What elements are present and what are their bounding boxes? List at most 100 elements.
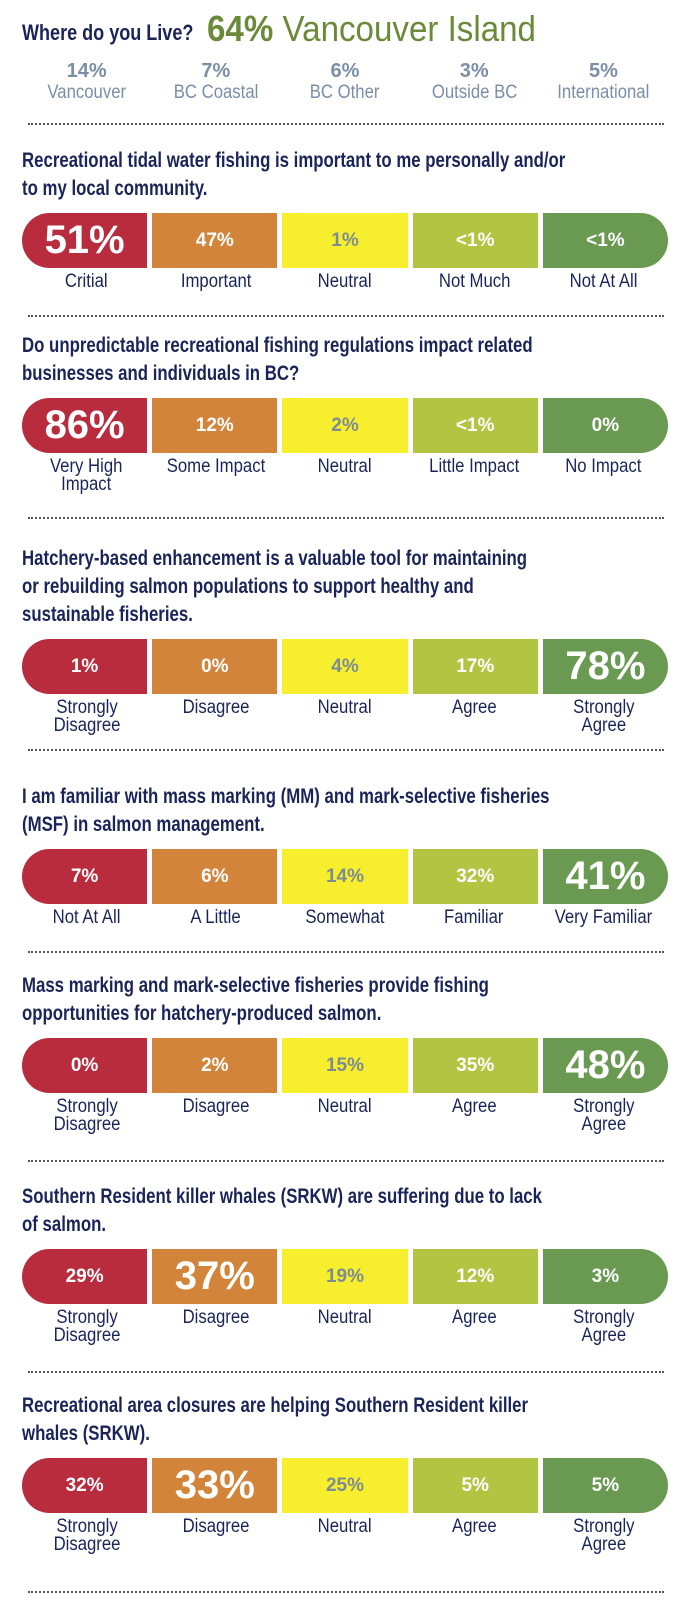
bar-segment-orange: 37%: [152, 1249, 278, 1304]
residence-regions: 14% Vancouver 7% BC Coastal 6% BC Other 3% Outs…: [22, 60, 668, 105]
question-heading-line: Hatchery-based enhancement is a valuable…: [22, 547, 528, 570]
residence-main-label: Vancouver Island: [282, 8, 536, 49]
response-bar: 51% 47% 1% <1% <1%: [22, 213, 669, 268]
bar-segment-red: 32%: [22, 1458, 148, 1513]
region-label: International: [557, 82, 650, 103]
bar-segment-green: 78%: [542, 639, 669, 694]
bar-segment-red: 1%: [22, 639, 148, 694]
question-heading: Recreational area closures are helping S…: [22, 1392, 668, 1448]
dotted-divider: [28, 1591, 664, 1593]
question-section: Recreational area closures are helping S…: [22, 1392, 669, 1555]
question-heading: Recreational tidal water fishing is impo…: [22, 147, 668, 203]
bar-segment-lgreen: <1%: [412, 398, 538, 453]
response-label: Some Impact: [166, 456, 266, 477]
question-heading: I am familiar with mass marking (MM) and…: [22, 783, 668, 839]
question-heading: Do unpredictable recreational fishing re…: [22, 332, 668, 388]
response-bar: 29% 37% 19% 12% 3%: [22, 1249, 669, 1304]
bar-segment-green: 3%: [542, 1249, 669, 1304]
residence-title: Where do you Live?: [22, 20, 231, 60]
question-section: Mass marking and mark-selective fisherie…: [22, 972, 669, 1135]
response-label: Strongly Disagree: [53, 1096, 121, 1135]
response-bar: 86% 12% 2% <1% 0%: [22, 398, 669, 453]
dotted-divider: [28, 951, 664, 953]
bar-segment-orange: 2%: [152, 1038, 278, 1093]
response-bar: 7% 6% 14% 32% 41%: [22, 849, 669, 904]
bar-segment-lgreen: <1%: [412, 213, 538, 268]
response-label: Strongly Agree: [572, 1307, 635, 1346]
region-label: Vancouver: [47, 82, 126, 103]
question-section: Recreational tidal water fishing is impo…: [22, 147, 669, 292]
response-label: Familiar: [444, 907, 504, 928]
response-labels: Critial Important Neutral Not Much Not At Al…: [22, 271, 668, 292]
dotted-divider: [28, 123, 664, 125]
bar-segment-orange: 47%: [152, 213, 278, 268]
response-labels: Strongly Disagree Disagree Neutral Agree Str…: [22, 1516, 668, 1555]
question-section: I am familiar with mass marking (MM) and…: [22, 783, 669, 928]
bar-segment-orange: 33%: [152, 1458, 278, 1513]
question-heading: Mass marking and mark-selective fisherie…: [22, 972, 668, 1028]
response-label: Neutral: [318, 1307, 372, 1328]
response-label: Very High Impact: [50, 456, 123, 495]
question-heading-line: (MSF) in salmon management.: [22, 813, 265, 836]
response-label: Neutral: [318, 1516, 372, 1537]
response-labels: Strongly Disagree Disagree Neutral Agree Str…: [22, 1307, 668, 1346]
response-label: Important: [180, 271, 252, 292]
region-item: 6% BC Other: [280, 60, 409, 105]
bar-segment-red: 0%: [22, 1038, 148, 1093]
question-heading-line: Recreational area closures are helping S…: [22, 1394, 529, 1417]
residence-block: Where do you Live? 64% Vancouver Island …: [22, 8, 668, 118]
response-label: Neutral: [318, 697, 372, 718]
dotted-divider: [28, 315, 664, 317]
bar-segment-yellow: 14%: [282, 849, 408, 904]
bar-segment-green: 5%: [542, 1458, 669, 1513]
response-label: Agree: [451, 1307, 497, 1328]
response-label: Disagree: [182, 1096, 250, 1117]
response-bar: 1% 0% 4% 17% 78%: [22, 639, 669, 694]
region-value: 6%: [330, 60, 360, 82]
question-heading-line: to my local community.: [22, 177, 208, 200]
question-section: Hatchery-based enhancement is a valuable…: [22, 545, 669, 736]
question-heading-line: Recreational tidal water fishing is impo…: [22, 149, 566, 172]
question-section: Do unpredictable recreational fishing re…: [22, 332, 669, 495]
question-section: Southern Resident killer whales (SRKW) a…: [22, 1183, 669, 1346]
bar-segment-green: 0%: [542, 398, 669, 453]
response-label: No Impact: [565, 456, 642, 477]
question-heading-line: or rebuilding salmon populations to supp…: [22, 575, 474, 598]
response-label: Little Impact: [429, 456, 520, 477]
response-label: Neutral: [318, 1096, 372, 1117]
dotted-divider: [28, 517, 664, 519]
region-item: 14% Vancouver: [22, 60, 151, 105]
bar-segment-yellow: 4%: [282, 639, 408, 694]
bar-segment-orange: 0%: [152, 639, 278, 694]
response-label: Strongly Agree: [572, 1096, 635, 1135]
question-heading-line: Mass marking and mark-selective fisherie…: [22, 974, 489, 997]
bar-segment-green: 48%: [542, 1038, 669, 1093]
response-label: Disagree: [182, 1307, 250, 1328]
bar-segment-lgreen: 17%: [412, 639, 538, 694]
response-bar: 32% 33% 25% 5% 5%: [22, 1458, 669, 1513]
response-labels: Very High Impact Some Impact Neutral Little…: [22, 456, 668, 495]
question-heading-line: businesses and individuals in BC?: [22, 362, 300, 385]
response-label: Not Much: [438, 271, 510, 292]
response-label: Strongly Agree: [572, 1516, 635, 1555]
dotted-divider: [28, 1160, 664, 1162]
question-heading-line: opportunities for hatchery-produced salm…: [22, 1002, 382, 1025]
response-label: Strongly Disagree: [53, 697, 121, 736]
bar-segment-green: 41%: [542, 849, 669, 904]
question-heading-line: sustainable fisheries.: [22, 603, 193, 626]
response-label: Not At All: [52, 907, 121, 928]
bar-segment-yellow: 19%: [282, 1249, 408, 1304]
bar-segment-yellow: 25%: [282, 1458, 408, 1513]
region-label: Outside BC: [431, 82, 517, 103]
question-heading-line: Do unpredictable recreational fishing re…: [22, 334, 533, 357]
response-labels: Strongly Disagree Disagree Neutral Agree Str…: [22, 1096, 668, 1135]
response-label: Very Familiar: [554, 907, 653, 928]
question-heading-line: of salmon.: [22, 1213, 107, 1236]
dotted-divider: [28, 749, 664, 751]
dotted-divider: [28, 1371, 664, 1373]
response-label: Agree: [451, 1096, 497, 1117]
response-label: Critial: [65, 271, 108, 292]
bar-segment-red: 7%: [22, 849, 148, 904]
response-label: Strongly Disagree: [53, 1307, 121, 1346]
response-label: Disagree: [182, 1516, 250, 1537]
